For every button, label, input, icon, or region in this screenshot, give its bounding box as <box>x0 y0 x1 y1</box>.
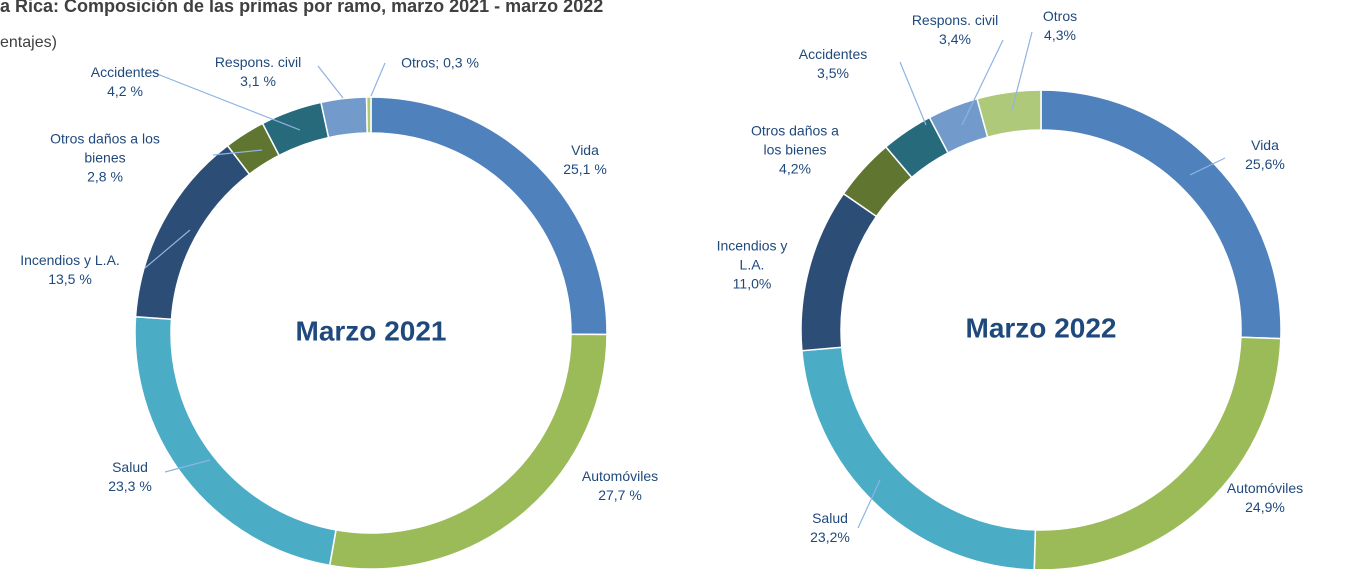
value-label: 11,0% <box>732 275 772 292</box>
data-label: Salud 23,3 % <box>90 458 170 496</box>
data-label: Vida 25,6% <box>1230 136 1300 174</box>
data-label: Otros 4,3% <box>1030 7 1090 45</box>
data-label: Salud 23,2% <box>795 509 865 547</box>
data-label: Automóviles 27,7 % <box>570 467 670 505</box>
data-label: Respons. civil 3,1 % <box>203 53 313 91</box>
leader-line <box>164 459 211 473</box>
donut-segment <box>370 96 608 336</box>
data-label: Otros daños a los bienes 4,2% <box>745 122 845 179</box>
leader-line <box>899 61 927 126</box>
donut-segment <box>1033 336 1282 569</box>
value-label: 2,8 % <box>87 168 123 185</box>
category-label: Otros; <box>401 54 440 71</box>
category-label: Accidentes <box>798 46 868 62</box>
donut-segment <box>976 89 1042 139</box>
category-label: Vida <box>1251 137 1279 153</box>
data-label: Respons. civil 3,4% <box>905 11 1005 49</box>
category-label: Accidentes <box>90 64 160 80</box>
value-label: 4,3% <box>1044 27 1076 43</box>
leader-line <box>857 479 881 529</box>
category-label: Incendios y L.A. <box>20 252 120 268</box>
value-label: 4,2% <box>779 160 811 177</box>
value-label: 27,7 % <box>598 487 642 503</box>
donut-segment <box>328 333 608 569</box>
donut-segment <box>320 96 368 139</box>
category-label: Automóviles <box>1226 480 1304 496</box>
value-label: 0,3 % <box>443 54 479 71</box>
leader-line <box>370 62 386 97</box>
donut-segment <box>134 315 337 567</box>
category-label: Incendios y L.A. <box>716 237 788 273</box>
value-label: 4,2 % <box>107 83 143 99</box>
value-label: 3,5% <box>817 65 849 81</box>
category-label: Respons. civil <box>911 12 999 28</box>
value-label: 13,5 % <box>48 271 92 287</box>
category-label: Otros daños a los bienes <box>50 130 160 166</box>
category-label: Vida <box>571 142 599 158</box>
category-label: Respons. civil <box>214 54 302 70</box>
value-label: 24,9% <box>1245 499 1285 515</box>
category-label: Otros daños a los bienes <box>751 122 839 158</box>
data-label: Accidentes 4,2 % <box>80 63 170 101</box>
data-label: Incendios y L.A. 11,0% <box>712 237 792 294</box>
category-label: Salud <box>812 510 848 526</box>
data-label: Otros; 0,3 % <box>380 54 500 73</box>
title: a Rica: Composición de las primas por ra… <box>0 0 604 16</box>
center-label: Marzo 2021 <box>296 315 447 346</box>
value-label: 25,6% <box>1245 156 1285 172</box>
value-label: 3,1 % <box>240 73 276 89</box>
donut-segment <box>1040 89 1282 340</box>
data-label: Vida 25,1 % <box>555 141 615 179</box>
leader-line <box>1011 31 1033 111</box>
leader-line <box>144 229 191 269</box>
leader-line <box>212 149 263 156</box>
data-label: Accidentes 3,5% <box>788 45 878 83</box>
value-label: 3,4% <box>939 31 971 47</box>
subtitle: entajes) <box>0 34 57 51</box>
donut-segment <box>365 96 372 134</box>
data-label: Incendios y L.A. 13,5 % <box>0 251 140 289</box>
category-label: Salud <box>112 459 148 475</box>
value-label: 23,2% <box>810 529 850 545</box>
center-label: Marzo 2022 <box>966 312 1117 343</box>
leader-line <box>1189 157 1226 176</box>
data-label: Otros daños a los bienes 2,8 % <box>30 130 180 187</box>
value-label: 23,3 % <box>108 478 152 494</box>
leader-line <box>961 39 1004 126</box>
value-label: 25,1 % <box>563 161 607 177</box>
donut-segment <box>800 192 878 352</box>
data-label: Automóviles 24,9% <box>1215 479 1315 517</box>
leader-line <box>151 71 301 131</box>
leader-line <box>317 65 344 99</box>
category-label: Automóviles <box>581 468 659 484</box>
category-label: Otros <box>1042 8 1078 24</box>
